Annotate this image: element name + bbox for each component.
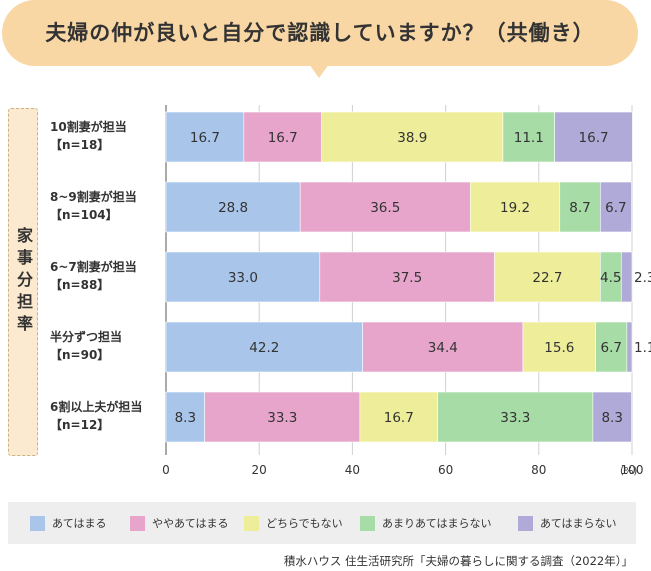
data-label: 16.7	[190, 130, 220, 146]
legend-label: あてはまらない	[540, 517, 617, 530]
bar-segment	[359, 391, 438, 443]
legend-item: ややあてはまる	[130, 502, 229, 544]
bar-segment	[595, 321, 628, 373]
legend-label: ややあてはまる	[152, 517, 229, 530]
data-label: 4.5	[600, 270, 621, 286]
category-name: 10割妻が担当	[50, 120, 127, 134]
category-sample-size: 【n=88】	[50, 278, 110, 292]
bar-segment	[502, 111, 555, 163]
data-label: 11.1	[514, 130, 544, 146]
data-label: 28.8	[218, 200, 248, 216]
legend-label: あまりあてはまらない	[382, 517, 492, 530]
title-bubble	[2, 0, 638, 66]
bar-segment	[165, 391, 205, 443]
category-sample-size: 【n=90】	[50, 348, 110, 362]
category-label: 6割以上夫が担当 【n=12】	[50, 398, 162, 434]
bar-segment	[559, 181, 601, 233]
data-label: 19.2	[500, 200, 530, 216]
data-label: 16.7	[268, 130, 298, 146]
bar-segment	[165, 111, 245, 163]
category-label: 半分ずつ担当 【n=90】	[50, 328, 162, 364]
legend-swatch	[360, 515, 375, 531]
legend-swatch	[30, 515, 45, 531]
bar-segment	[437, 391, 594, 443]
bar-segment	[626, 321, 633, 373]
category-label: 8~9割妻が担当 【n=104】	[50, 188, 162, 224]
data-label: 8.7	[569, 200, 590, 216]
data-label: 33.0	[228, 270, 258, 286]
category-name: 半分ずつ担当	[50, 330, 123, 344]
data-label: 42.2	[249, 340, 279, 356]
title-bubble-tail	[309, 64, 329, 78]
category-name: 6割以上夫が担当	[50, 400, 143, 414]
category-sample-size: 【n=12】	[50, 418, 110, 432]
bar-segment	[321, 111, 504, 163]
x-tick-label: 0	[162, 463, 170, 477]
bar-segment	[469, 181, 561, 233]
category-sample-size: 【n=104】	[50, 208, 118, 222]
data-label: 33.3	[500, 410, 530, 426]
bar-segment	[204, 391, 361, 443]
data-label: 15.6	[544, 340, 574, 356]
data-label: 8.3	[601, 410, 622, 426]
bar-segment	[165, 181, 301, 233]
bar-segment	[620, 251, 633, 303]
data-label: 6.7	[605, 200, 626, 216]
bar-segment	[600, 181, 632, 233]
stacked-bar-chart: 16.7 16.7 38.9 11.1 16.7 28.8 36.5 19.2 8.7 6.7 33…	[162, 105, 651, 477]
bar-segment	[522, 321, 596, 373]
legend-item: どちらでもない	[244, 502, 343, 544]
legend-swatch	[244, 515, 259, 531]
legend-item: あまりあてはまらない	[360, 502, 492, 544]
legend-label: どちらでもない	[266, 517, 343, 530]
data-label: 22.7	[532, 270, 562, 286]
bar-segment	[165, 251, 321, 303]
category-label: 6~7割妻が担当 【n=88】	[50, 258, 162, 294]
bar-segment	[592, 391, 632, 443]
bar-segment	[319, 251, 495, 303]
data-label: 33.3	[267, 410, 297, 426]
category-label: 10割妻が担当 【n=18】	[50, 118, 162, 154]
bar-segment	[362, 321, 524, 373]
source-note: 積水ハウス 住生活研究所「夫婦の暮らしに関する調査（2022年）」	[283, 554, 633, 568]
legend-item: あてはまる	[30, 502, 107, 544]
legend: あてはまる ややあてはまる どちらでもない あまりあてはまらない あてはまらない	[8, 502, 636, 544]
chart-title: 夫婦の仲が良いと自分で認識していますか？（共働き）	[45, 21, 595, 45]
x-tick-label: 80	[531, 463, 546, 477]
legend-item: あてはまらない	[518, 502, 617, 544]
category-name: 8~9割妻が担当	[50, 190, 137, 204]
bar-segment	[165, 321, 363, 373]
category-sample-size: 【n=18】	[50, 138, 110, 152]
data-label: 6.7	[601, 340, 622, 356]
bar-segment	[554, 111, 633, 163]
data-label: 2.3	[634, 270, 651, 286]
data-label: 37.5	[392, 270, 422, 286]
x-tick-label: 60	[438, 463, 453, 477]
y-axis-group-box: 家事分担率	[8, 108, 38, 456]
legend-swatch	[518, 515, 533, 531]
x-unit-label: (%)	[620, 466, 637, 477]
bar-segment	[299, 181, 471, 233]
data-label: 16.7	[384, 410, 414, 426]
data-label: 8.3	[175, 410, 196, 426]
data-label: 36.5	[370, 200, 400, 216]
bar-segment	[243, 111, 322, 163]
x-tick-label: 100	[621, 463, 644, 477]
x-tick-label: 20	[252, 463, 267, 477]
data-label: 34.4	[428, 340, 458, 356]
data-label: 16.7	[579, 130, 609, 146]
legend-swatch	[130, 515, 145, 531]
bar-segment	[494, 251, 601, 303]
category-name: 6~7割妻が担当	[50, 260, 137, 274]
y-axis-group-label: 家事分担率	[14, 227, 33, 337]
x-tick-label: 40	[345, 463, 360, 477]
legend-label: あてはまる	[52, 517, 107, 530]
data-label: 1.1	[634, 340, 651, 356]
data-label: 38.9	[397, 130, 427, 146]
